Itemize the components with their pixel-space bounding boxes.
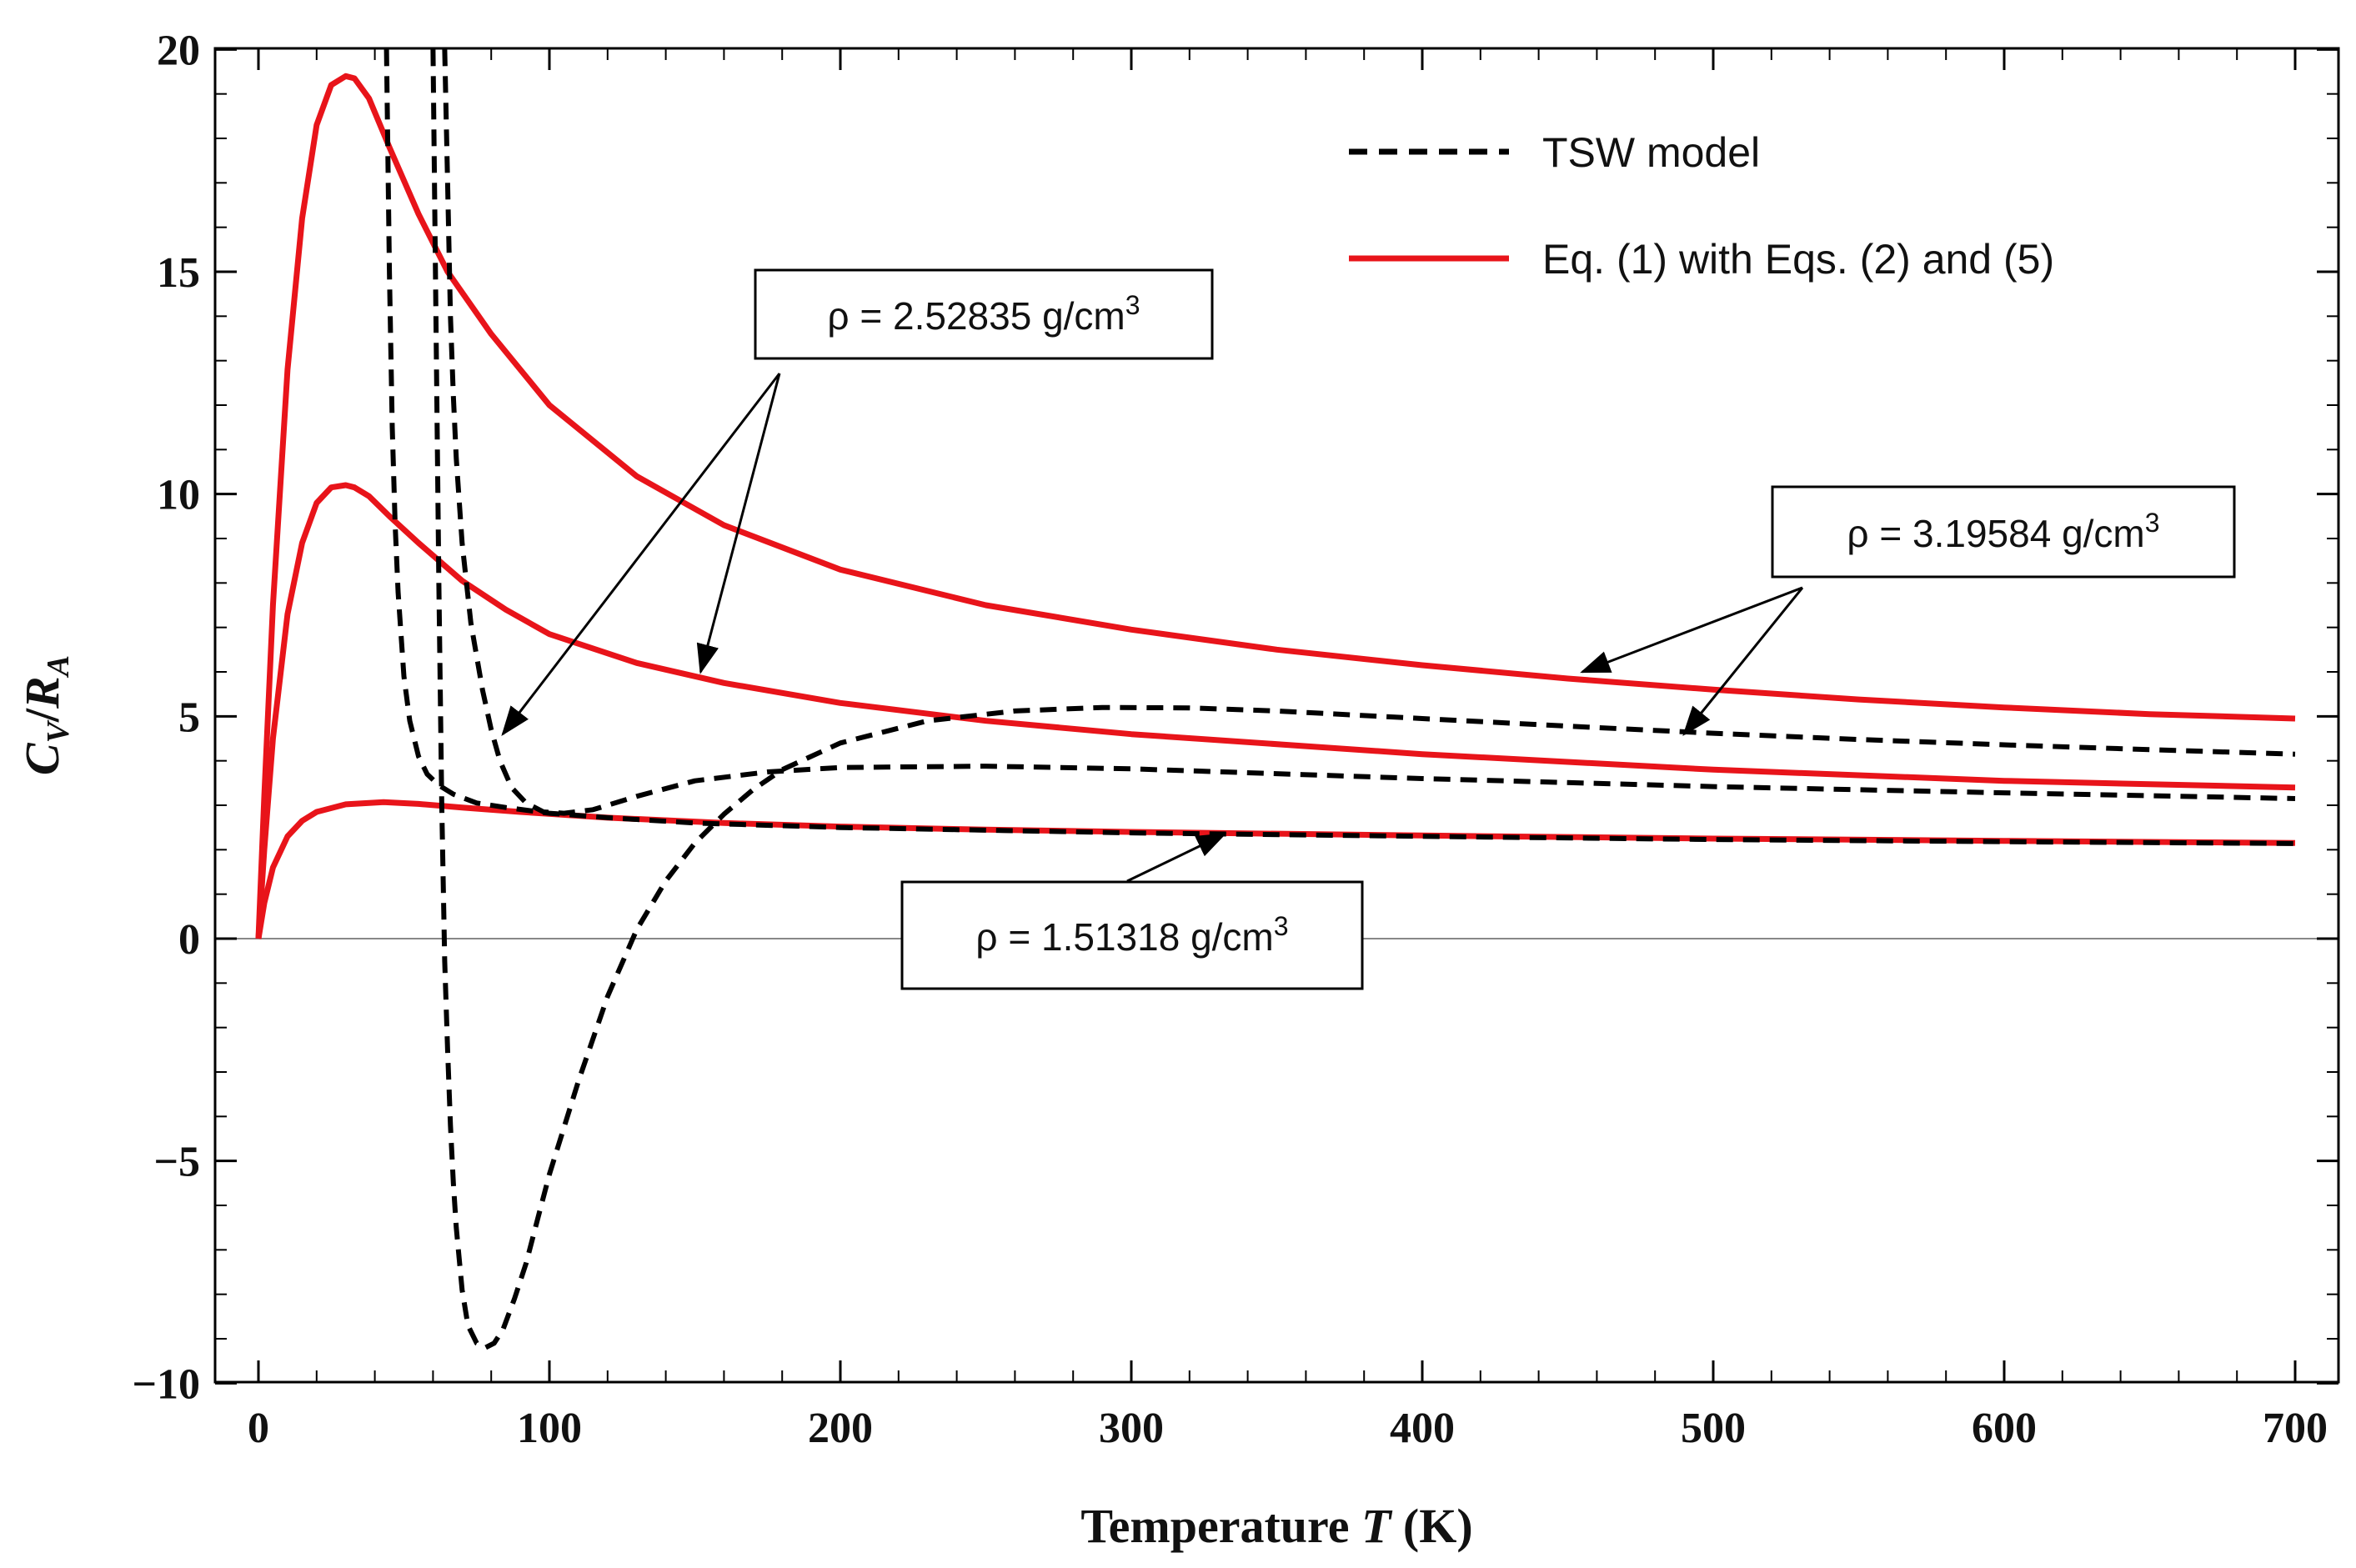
x-tick-label: 700 (2263, 1405, 2328, 1452)
y-tick-label: 0 (178, 916, 200, 964)
annotation-rho-2-52835-label: ρ = 2.52835 g/cm3 (827, 290, 1140, 338)
x-tick-label: 600 (1972, 1405, 2037, 1452)
x-tick-label: 100 (517, 1405, 582, 1452)
x-tick-label: 200 (808, 1405, 873, 1452)
x-tick-label: 400 (1390, 1405, 1455, 1452)
tsw-curve-4 (442, 49, 2296, 816)
y-axis-title-c: C (15, 742, 69, 775)
y-axis-title-slash: / (15, 708, 69, 723)
tsw-curve-5 (383, 49, 2296, 846)
x-axis-title: Temperature T (K) (1080, 1499, 1472, 1553)
x-axis-title-prefix: Temperature (1080, 1499, 1361, 1553)
series-lines (255, 49, 2296, 1350)
y-axis-title: CV/RA (15, 655, 76, 775)
annotation-rho-1-51318-box (900, 880, 1364, 990)
y-tick-label: 5 (178, 694, 200, 741)
y-tick-label: 15 (157, 249, 200, 297)
legend-label-eq1: Eq. (1) with Eqs. (2) and (5) (1542, 236, 2054, 283)
annotation-rho-3-19584-label-text: ρ = 3.19584 g/cm (1847, 512, 2144, 555)
annotation-rho-1-51318-label: ρ = 1.51318 g/cm3 (975, 911, 1288, 959)
annotation-rho-2-52835-label-text: ρ = 2.52835 g/cm (827, 294, 1125, 338)
annotation-rho-1-51318-label-text: ρ = 1.51318 g/cm (975, 915, 1273, 959)
eq1-curve-0 (255, 73, 2296, 939)
y-tick-label: 10 (157, 472, 200, 519)
x-tick-label: 500 (1681, 1405, 1746, 1452)
y-tick-label: −10 (132, 1360, 200, 1408)
x-axis-title-symbol: T (1361, 1499, 1393, 1553)
legend: TSW model Eq. (1) with Eqs. (2) and (5) (1349, 129, 2054, 283)
annotation-rho-1-51318-arrow (1126, 833, 1227, 883)
x-tick-label: 0 (248, 1405, 269, 1452)
annotation-rho-2-52835-arrow (696, 373, 781, 674)
tsw-curve-3 (430, 49, 2296, 1350)
annotation-rho-2-52835-arrow (501, 373, 781, 737)
annotation-arrows (501, 373, 1804, 883)
y-tick-label: 20 (157, 27, 200, 74)
annotation-rho-3-19584-label-sup: 3 (2145, 508, 2160, 538)
y-tick-label: −5 (153, 1139, 200, 1186)
annotation-rho-3-19584-arrow (1682, 587, 1804, 737)
annotation-rho-3-19584-arrow (1580, 586, 1803, 674)
annotation-rho-3-19584-label: ρ = 3.19584 g/cm3 (1847, 508, 2159, 555)
y-axis-title-r-sub: A (41, 655, 76, 678)
x-axis-title-unit: (K) (1391, 1499, 1472, 1553)
annotation-rho-2-52835-box (754, 268, 1214, 360)
y-axis-title-r: R (15, 676, 69, 709)
axis-ticks: 0 100 200 300 400 500 600 700 20 15 10 5 0 −5 −10 (132, 27, 2338, 1452)
annotation-rho-3-19584-box (1771, 485, 2236, 579)
x-tick-label: 300 (1099, 1405, 1164, 1452)
y-axis-title-c-sub: V (41, 719, 76, 743)
annotation-rho-1-51318-label-sup: 3 (1274, 911, 1289, 941)
annotation-rho-2-52835-label-sup: 3 (1125, 290, 1140, 320)
legend-label-tsw: TSW model (1542, 129, 1760, 176)
